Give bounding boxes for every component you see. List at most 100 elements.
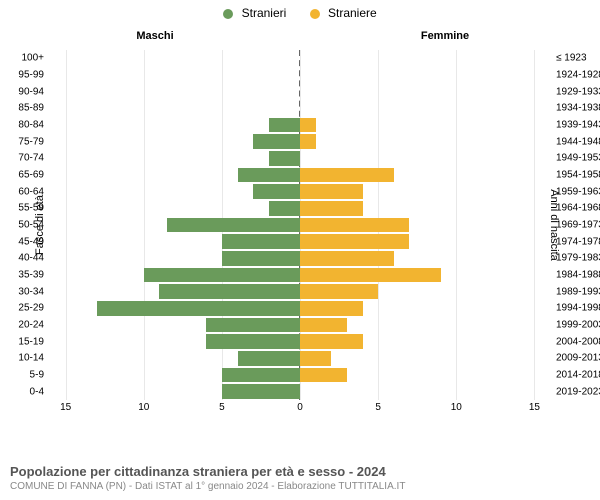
age-label: 40-44 — [18, 253, 50, 264]
age-row: 50-541969-1973 — [50, 217, 550, 234]
bar-male — [222, 251, 300, 266]
bar-female — [300, 234, 409, 249]
legend-male-label: Stranieri — [242, 6, 287, 20]
birth-label: 2004-2008 — [550, 336, 600, 347]
birth-label: 1924-1928 — [550, 69, 600, 80]
bar-female — [300, 368, 347, 383]
bar-female — [300, 184, 363, 199]
age-label: 70-74 — [18, 153, 50, 164]
bar-male — [238, 351, 301, 366]
column-headers: Maschi Femmine — [50, 30, 550, 46]
birth-label: 1989-1993 — [550, 286, 600, 297]
age-label: 90-94 — [18, 86, 50, 97]
bar-female — [300, 201, 363, 216]
age-row: 30-341989-1993 — [50, 283, 550, 300]
footer: Popolazione per cittadinanza straniera p… — [10, 464, 590, 492]
age-row: 95-991924-1928 — [50, 67, 550, 84]
bar-male — [167, 218, 300, 233]
chart-title: Popolazione per cittadinanza straniera p… — [10, 464, 590, 479]
bar-male — [269, 118, 300, 133]
age-row: 80-841939-1943 — [50, 117, 550, 134]
age-label: 65-69 — [18, 169, 50, 180]
bar-male — [269, 151, 300, 166]
birth-label: ≤ 1923 — [550, 53, 587, 64]
age-label: 20-24 — [18, 319, 50, 330]
bar-female — [300, 351, 331, 366]
birth-label: 1959-1963 — [550, 186, 600, 197]
birth-label: 2019-2023 — [550, 386, 600, 397]
age-label: 45-49 — [18, 236, 50, 247]
age-label: 25-29 — [18, 303, 50, 314]
legend-female-dot — [310, 9, 320, 19]
age-label: 85-89 — [18, 103, 50, 114]
legend: Stranieri Straniere — [0, 0, 600, 20]
bar-female — [300, 251, 394, 266]
age-label: 60-64 — [18, 186, 50, 197]
age-label: 30-34 — [18, 286, 50, 297]
age-row: 70-741949-1953 — [50, 150, 550, 167]
birth-label: 1929-1933 — [550, 86, 600, 97]
bar-male — [269, 201, 300, 216]
age-label: 15-19 — [18, 336, 50, 347]
age-label: 55-59 — [18, 203, 50, 214]
plot-area: 100+≤ 192395-991924-192890-941929-193385… — [50, 50, 550, 400]
age-row: 5-92014-2018 — [50, 367, 550, 384]
age-label: 35-39 — [18, 269, 50, 280]
age-label: 75-79 — [18, 136, 50, 147]
age-label: 100+ — [21, 53, 50, 64]
birth-label: 1944-1948 — [550, 136, 600, 147]
bar-male — [97, 301, 300, 316]
age-row: 10-142009-2013 — [50, 350, 550, 367]
age-row: 60-641959-1963 — [50, 183, 550, 200]
birth-label: 1984-1988 — [550, 269, 600, 280]
birth-label: 1964-1968 — [550, 203, 600, 214]
age-label: 95-99 — [18, 69, 50, 80]
bar-female — [300, 168, 394, 183]
x-tick: 0 — [297, 402, 303, 413]
bar-male — [253, 134, 300, 149]
bar-female — [300, 318, 347, 333]
age-label: 5-9 — [30, 369, 50, 380]
chart-area: Maschi Femmine Fasce di età Anni di nasc… — [50, 30, 550, 420]
bar-female — [300, 134, 316, 149]
bar-male — [222, 368, 300, 383]
birth-label: 1999-2003 — [550, 319, 600, 330]
bar-male — [144, 268, 300, 283]
x-axis: 15105051015 — [50, 402, 550, 420]
age-row: 0-42019-2023 — [50, 383, 550, 400]
legend-male-dot — [223, 9, 233, 19]
bar-male — [222, 234, 300, 249]
age-label: 80-84 — [18, 119, 50, 130]
birth-label: 2014-2018 — [550, 369, 600, 380]
age-label: 0-4 — [30, 386, 50, 397]
birth-label: 1939-1943 — [550, 119, 600, 130]
birth-label: 1979-1983 — [550, 253, 600, 264]
bar-male — [206, 318, 300, 333]
legend-male: Stranieri — [223, 6, 286, 20]
age-row: 75-791944-1948 — [50, 133, 550, 150]
bar-male — [238, 168, 301, 183]
bar-female — [300, 334, 363, 349]
bar-female — [300, 301, 363, 316]
header-male: Maschi — [50, 30, 300, 42]
x-tick: 15 — [60, 402, 71, 413]
birth-label: 2009-2013 — [550, 353, 600, 364]
age-row: 55-591964-1968 — [50, 200, 550, 217]
birth-label: 1969-1973 — [550, 219, 600, 230]
age-row: 40-441979-1983 — [50, 250, 550, 267]
birth-label: 1934-1938 — [550, 103, 600, 114]
chart-subtitle: COMUNE DI FANNA (PN) - Dati ISTAT al 1° … — [10, 481, 590, 492]
x-tick: 5 — [375, 402, 381, 413]
age-row: 35-391984-1988 — [50, 267, 550, 284]
x-tick: 10 — [451, 402, 462, 413]
header-female: Femmine — [300, 30, 550, 42]
age-row: 20-241999-2003 — [50, 317, 550, 334]
legend-female: Straniere — [310, 6, 377, 20]
x-tick: 15 — [529, 402, 540, 413]
bar-female — [300, 218, 409, 233]
birth-label: 1994-1998 — [550, 303, 600, 314]
age-row: 15-192004-2008 — [50, 333, 550, 350]
age-row: 45-491974-1978 — [50, 233, 550, 250]
age-row: 100+≤ 1923 — [50, 50, 550, 67]
age-row: 65-691954-1958 — [50, 167, 550, 184]
